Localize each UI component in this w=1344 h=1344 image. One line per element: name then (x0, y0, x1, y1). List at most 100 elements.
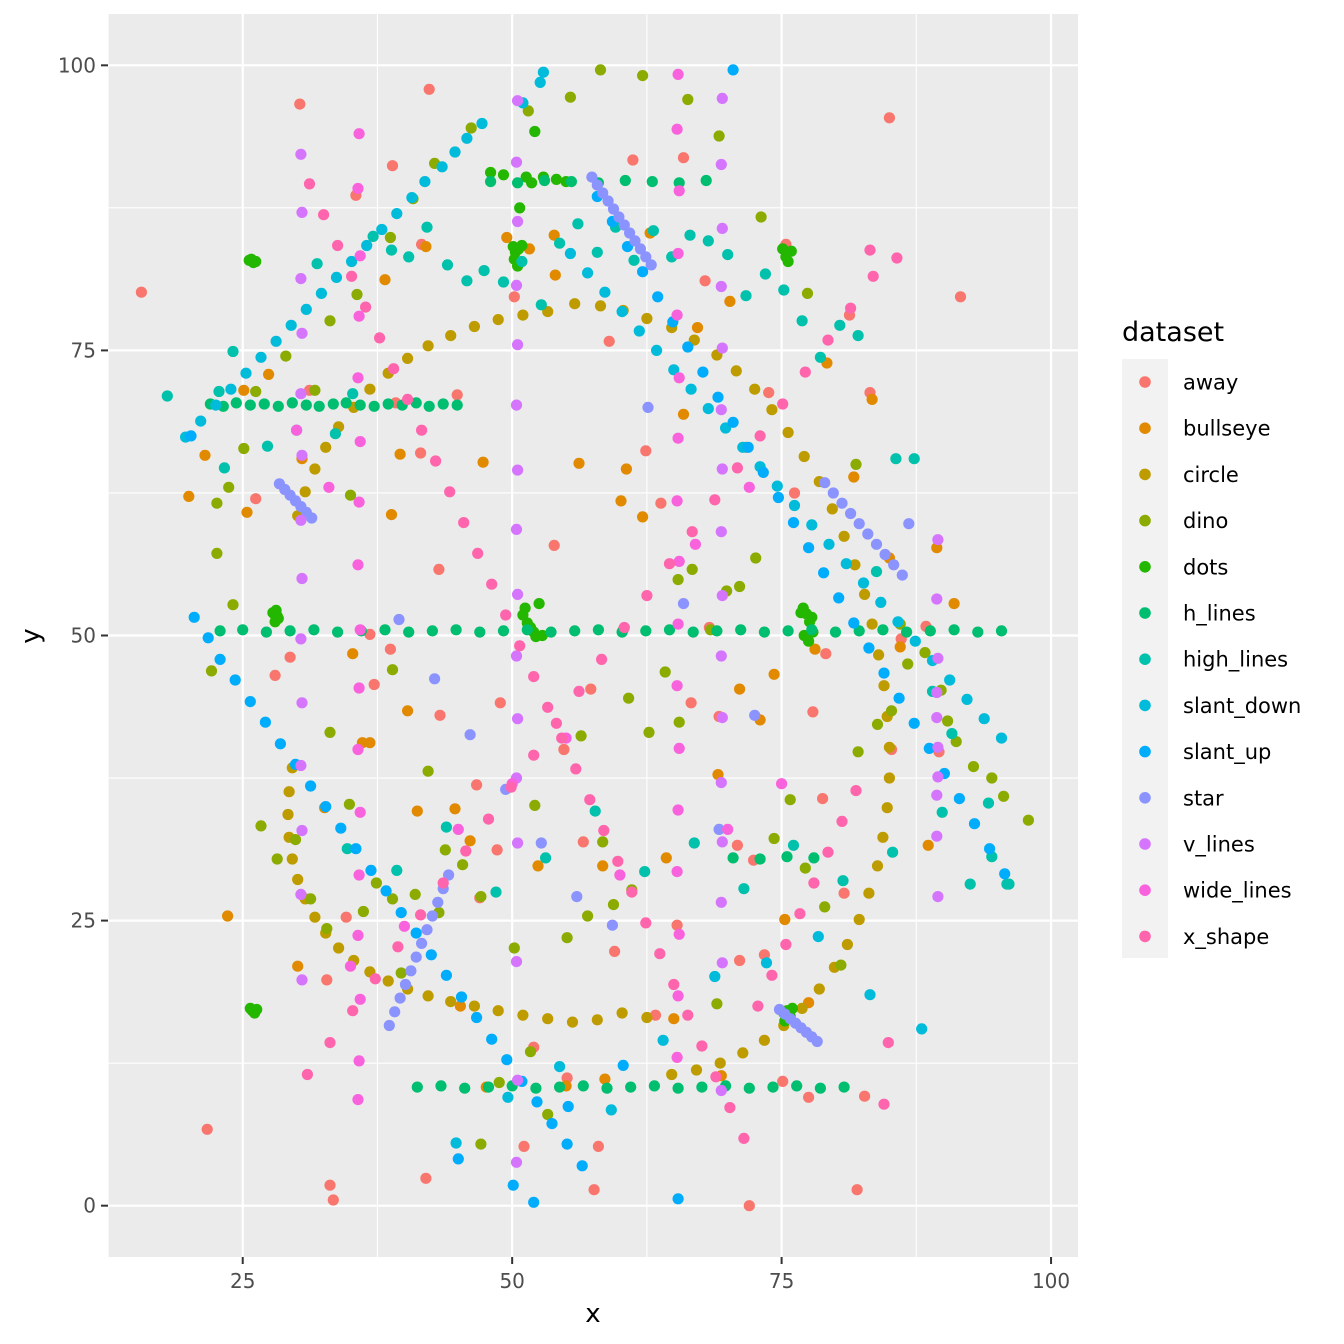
point-wide_lines (671, 495, 683, 507)
legend-label-star: star (1183, 786, 1224, 810)
point-star (634, 243, 647, 255)
point-away (699, 275, 711, 287)
point-dots (536, 629, 548, 642)
point-h_lines (727, 852, 739, 864)
legend-key-dots (1139, 561, 1151, 573)
point-v_lines (296, 449, 308, 461)
point-h_lines (640, 625, 652, 637)
point-bullseye (183, 490, 195, 502)
point-dino (755, 211, 767, 223)
point-away (817, 793, 829, 805)
point-dino (659, 666, 671, 678)
point-x_shape (573, 685, 585, 698)
point-dino (422, 765, 434, 777)
point-slant_up (833, 592, 845, 604)
point-slant_down (685, 383, 697, 395)
point-bullseye (548, 229, 560, 241)
point-slant_down (450, 1137, 462, 1149)
point-circle (382, 975, 394, 987)
point-high_lines (946, 728, 958, 740)
point-bullseye (599, 1073, 611, 1085)
point-dino (344, 489, 357, 501)
point-wide_lines (352, 1094, 364, 1106)
point-circle (292, 873, 304, 886)
point-h_lines (687, 626, 699, 638)
point-h_lines (972, 626, 984, 638)
point-high_lines (403, 251, 415, 263)
point-circle (796, 1002, 808, 1015)
point-slant_down (240, 367, 252, 379)
point-slant_down (657, 1034, 669, 1046)
point-circle (813, 983, 825, 995)
point-dots (516, 239, 528, 252)
point-slant_down (840, 558, 852, 570)
point-v_lines (295, 514, 307, 526)
point-bullseye (420, 241, 432, 253)
point-slant_down (605, 1104, 617, 1116)
point-slant_down (554, 1061, 566, 1073)
point-high_lines (440, 821, 452, 833)
point-h_lines (308, 624, 320, 636)
point-h_lines (538, 174, 551, 187)
point-dino (750, 552, 762, 564)
point-slant_down (599, 286, 611, 298)
point-away (603, 335, 615, 347)
point-v_lines (715, 777, 727, 789)
point-h_lines (829, 626, 842, 638)
point-slant_up (531, 1096, 543, 1108)
point-star (586, 171, 598, 183)
point-bullseye (199, 449, 211, 461)
point-bullseye (238, 384, 250, 396)
point-away (803, 1091, 815, 1103)
legend-label-slant_down: slant_down (1183, 694, 1301, 719)
point-h_lines (485, 176, 497, 188)
point-circle (758, 1034, 771, 1046)
point-wide_lines (672, 804, 684, 816)
legend-label-away: away (1183, 371, 1238, 395)
point-away (851, 1184, 863, 1196)
point-dots (806, 611, 818, 623)
point-h_lines (300, 399, 312, 411)
point-h_lines (646, 176, 658, 188)
point-dino (324, 726, 336, 739)
point-away (788, 487, 801, 499)
point-high_lines (964, 878, 976, 890)
point-circle (730, 365, 742, 377)
point-v_lines (931, 593, 943, 605)
point-slant_down (668, 364, 680, 376)
point-h_lines (354, 399, 366, 411)
point-away (588, 1184, 600, 1196)
point-slant_up (818, 567, 830, 579)
point-slant_down (916, 1023, 928, 1035)
point-wide_lines (672, 618, 684, 630)
point-wide_lines (673, 742, 685, 755)
point-slant_down (771, 480, 783, 492)
point-slant_down (376, 223, 388, 236)
point-slant_up (440, 969, 452, 981)
point-slant_up (546, 1118, 558, 1130)
point-wide_lines (671, 1051, 683, 1063)
point-x_shape (864, 244, 876, 256)
point-h_lines (672, 1082, 684, 1094)
point-v_lines (295, 388, 307, 400)
point-wide_lines (614, 869, 626, 881)
point-high_lines (311, 258, 323, 270)
point-dino (529, 799, 541, 812)
point-high_lines (367, 230, 379, 242)
point-slant_up (350, 843, 362, 855)
point-slant_down (709, 970, 721, 983)
point-slant_up (576, 1160, 588, 1172)
point-x_shape (514, 640, 526, 652)
point-slant_down (564, 247, 577, 260)
point-h_lines (767, 1081, 779, 1093)
point-slant_up (617, 1059, 629, 1071)
point-away (677, 152, 690, 164)
point-slant_up (893, 692, 905, 704)
point-wide_lines (291, 424, 303, 436)
point-dino (289, 834, 302, 846)
point-bullseye (779, 913, 791, 926)
point-wide_lines (354, 624, 366, 636)
point-circle (320, 441, 332, 453)
point-x_shape (836, 815, 848, 828)
point-star (862, 528, 874, 540)
